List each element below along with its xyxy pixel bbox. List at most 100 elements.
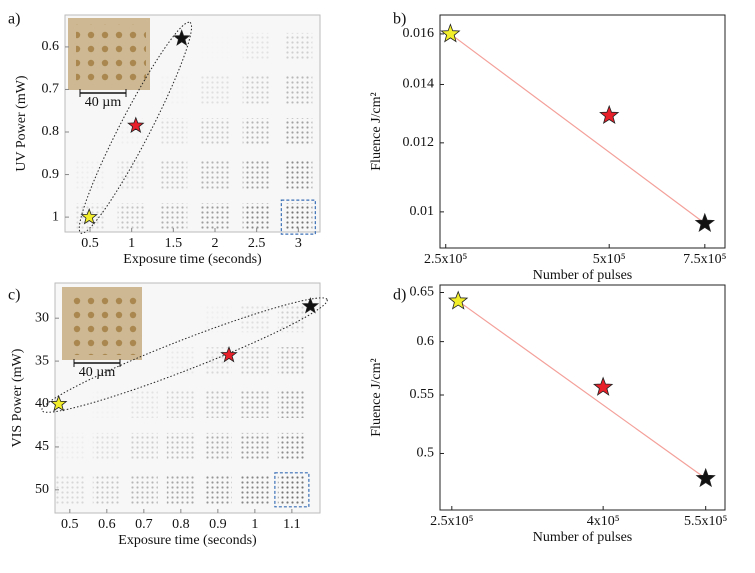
array-spot [166, 475, 195, 504]
star-marker [695, 467, 716, 488]
x-tick-label: 1 [128, 236, 135, 251]
array-spot [242, 75, 271, 104]
x-axis-label: Number of pulses [533, 268, 633, 283]
star-marker [440, 23, 461, 43]
x-tick-label: 7.5x10⁵ [683, 252, 727, 267]
highlight-box [280, 199, 316, 235]
array-spot [117, 160, 146, 189]
array-spot [284, 203, 313, 232]
panel-label: b) [393, 11, 406, 28]
x-tick-label: 2.5x10⁵ [424, 252, 468, 267]
array-spot [55, 432, 84, 461]
inset-array [76, 24, 146, 86]
y-tick-label: 0.55 [410, 387, 435, 402]
trend-line [450, 33, 706, 224]
array-spot [277, 475, 306, 504]
x-tick-label: 0.8 [172, 517, 190, 532]
star-marker [593, 376, 614, 396]
y-axis-label: Fluence J/cm² [369, 92, 384, 170]
array-spot [240, 475, 269, 504]
array-spot [159, 203, 188, 232]
x-tick-label: 5x10⁵ [593, 252, 626, 267]
array-spot [166, 347, 195, 376]
scale-bar-label: 40 µm [85, 95, 122, 110]
x-tick-label: 0.5 [61, 517, 79, 532]
panel-label: d) [393, 287, 406, 304]
star-marker [80, 207, 98, 225]
x-tick-label: 1.1 [283, 517, 301, 532]
array-spot [93, 390, 121, 418]
star-marker [173, 29, 191, 46]
y-tick-label: 0.01 [410, 204, 435, 219]
selection-ellipse [78, 21, 193, 234]
array-spot [277, 390, 306, 419]
array-spot [203, 390, 232, 419]
star-marker [694, 212, 716, 233]
array-spot [166, 390, 195, 419]
selection-ellipse [41, 297, 328, 413]
y-tick-label: 0.9 [42, 167, 60, 182]
star-marker [50, 394, 68, 412]
x-axis-label: Exposure time (seconds) [118, 533, 257, 548]
panel: a)40 µm0.5 1 1.5 2 2.5 30.60.70.80.91Exposure… [8, 11, 321, 267]
array-spot [240, 432, 269, 461]
y-tick-label: 1 [52, 209, 59, 224]
y-tick-label: 0.8 [42, 124, 60, 139]
star-marker [599, 104, 620, 125]
star-marker [127, 116, 145, 134]
array-spot [242, 203, 271, 232]
y-tick-label: 35 [35, 353, 49, 368]
array-spot [55, 475, 84, 504]
array-spot [201, 33, 229, 61]
array-spot [242, 118, 271, 147]
star-marker [220, 345, 238, 363]
panel: d) 2.5x10⁵ 4x10⁵ 5.5x10⁵ 0.5 0.55 0.6 0.65 Numbe… [369, 284, 727, 545]
array-spot [201, 203, 229, 232]
highlight-box [274, 472, 310, 508]
y-tick-label: 45 [35, 439, 49, 454]
array-spot [240, 347, 269, 376]
panel: c) 40 µm 0.5 0.6 0.7 0.8 0.9 1 1.1 30 35 40 45 50 Expo… [8, 282, 328, 548]
array-spot [277, 432, 306, 461]
panel-label: a) [8, 11, 20, 28]
x-tick-label: 0.6 [98, 517, 116, 532]
array-spot [129, 475, 158, 504]
x-tick-label: 0.9 [209, 517, 227, 532]
array-spot [159, 118, 188, 147]
x-tick-label: 3 [295, 236, 302, 251]
y-tick-label: 0.6 [417, 334, 435, 349]
x-tick-label: 1.5 [165, 236, 183, 251]
x-axis-label: Number of pulses [533, 530, 633, 545]
array-spot [76, 160, 104, 189]
panel: b) 2.5x10⁵ 5x10⁵ 7.5x10⁵ 0.01 0.012 0.014 0.016… [369, 11, 726, 284]
array-spot [284, 118, 313, 147]
array-spot [203, 475, 232, 504]
y-tick-label: 0.5 [417, 446, 435, 461]
array-spot [201, 75, 229, 104]
y-tick-label: 0.7 [42, 82, 60, 97]
array-spot [284, 32, 313, 61]
array-spot [92, 432, 121, 461]
array-spot [159, 75, 187, 103]
array-spot [201, 160, 229, 189]
array-spot [129, 390, 158, 419]
array-spot [92, 475, 121, 504]
y-tick-label: 0.016 [403, 26, 435, 41]
array-spot [240, 304, 269, 333]
array-spot [277, 304, 306, 333]
array-spot [284, 75, 313, 104]
array-spot [240, 390, 269, 419]
star-marker [448, 290, 469, 310]
x-tick-label: 4x10⁵ [587, 514, 620, 529]
inset-array [70, 293, 140, 355]
array-spot [203, 432, 232, 461]
star-marker [301, 297, 320, 314]
array-spot [166, 432, 195, 461]
y-tick-label: 0.014 [403, 77, 435, 92]
x-tick-label: 2.5 [248, 236, 266, 251]
y-tick-label: 0.6 [42, 39, 60, 54]
array-spot [159, 160, 188, 189]
scale-bar-label: 40 µm [79, 365, 116, 380]
y-tick-label: 30 [35, 310, 49, 325]
y-tick-label: 0.65 [410, 285, 435, 300]
